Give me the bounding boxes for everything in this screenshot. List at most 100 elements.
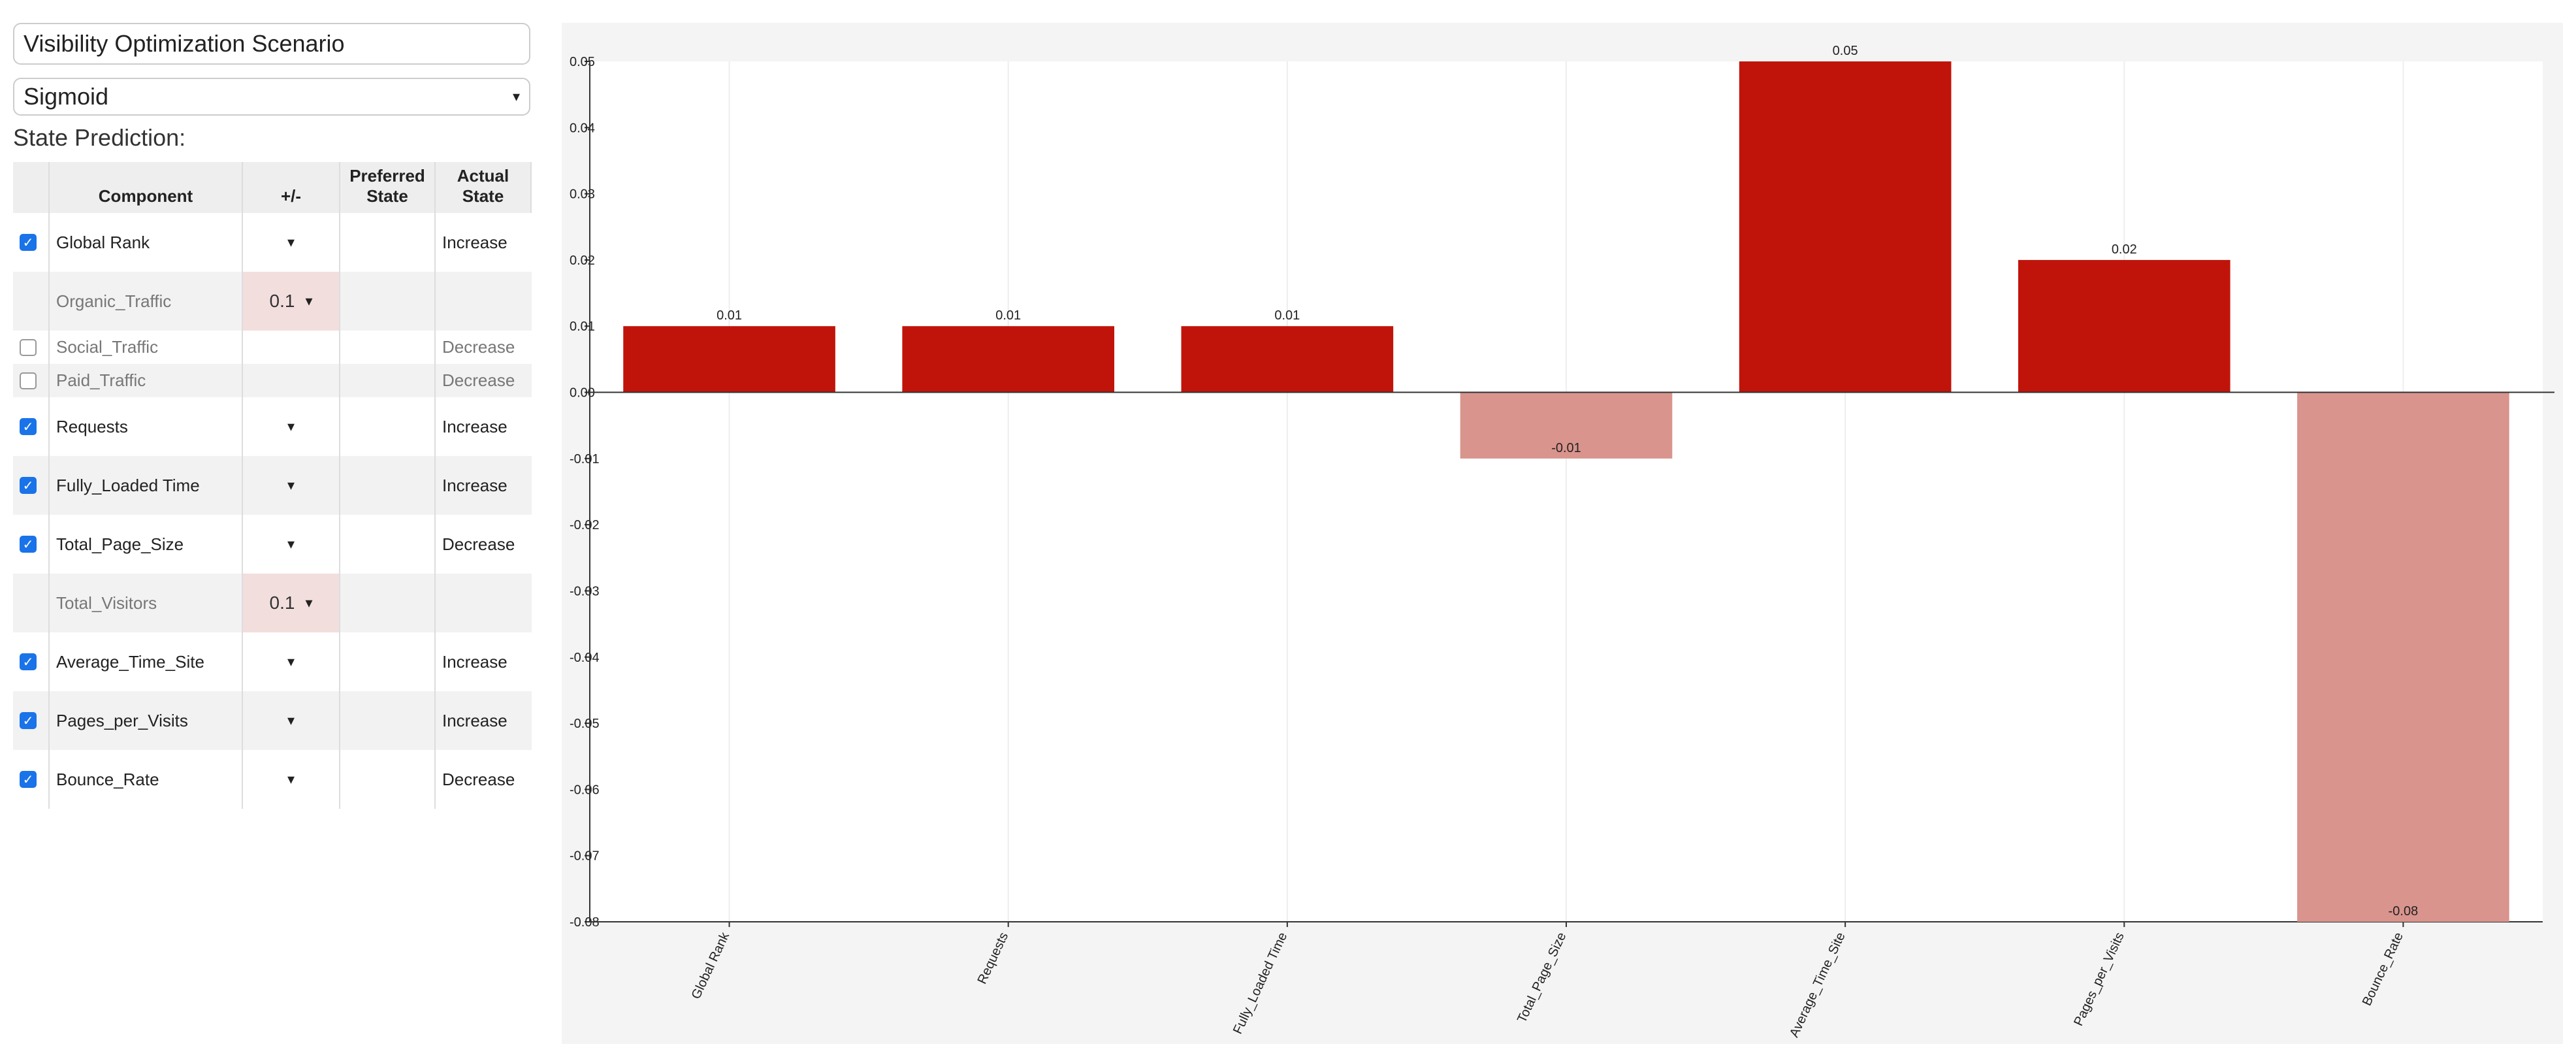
- component: Total_Page_Size: [50, 515, 243, 574]
- step-cell: ▾: [243, 750, 340, 809]
- x-tick-label: Requests: [975, 930, 1012, 986]
- data-label: -0.01: [1551, 441, 1581, 455]
- component: Paid_Traffic: [50, 364, 243, 397]
- y-tick-label: -0.06: [570, 783, 600, 797]
- bar: [623, 326, 835, 393]
- checkbox[interactable]: ✓: [20, 418, 37, 435]
- checkbox-cell: [13, 574, 50, 632]
- checkbox-cell: ✓: [13, 397, 50, 456]
- header-cell: Actual State: [436, 162, 532, 213]
- preferred-cell: [340, 331, 436, 364]
- checkbox-cell: [13, 272, 50, 331]
- step-cell: ▾: [243, 213, 340, 272]
- actual-state: Decrease: [436, 364, 532, 397]
- checkbox-cell: ✓: [13, 691, 50, 750]
- checkbox[interactable]: ✓: [20, 234, 37, 251]
- actual-state: Decrease: [436, 750, 532, 809]
- scenario-input[interactable]: Visibility Optimization Scenario: [13, 23, 530, 65]
- dropdown-arrow[interactable]: ▾: [287, 418, 295, 434]
- step-cell: 0.1 ▾: [243, 272, 340, 331]
- dropdown-arrow[interactable]: ▾: [287, 477, 295, 493]
- step-cell: ▾: [243, 691, 340, 750]
- step-value: 0.1: [269, 291, 295, 311]
- actual-state: Increase: [436, 213, 532, 272]
- y-tick-label: 0.00: [570, 386, 595, 400]
- actual-state: [436, 272, 532, 331]
- dropdown-arrow[interactable]: ▾: [287, 536, 295, 552]
- x-tick-label: Fully_Loaded Time: [1231, 930, 1290, 1036]
- y-tick-label: 0.01: [570, 319, 595, 334]
- dropdown-arrow[interactable]: ▾: [305, 293, 313, 309]
- bar: [2018, 259, 2230, 393]
- dropdown-arrow[interactable]: ▾: [287, 771, 295, 787]
- preferred-cell: [340, 574, 436, 632]
- checkbox[interactable]: [20, 372, 37, 389]
- y-tick-label: -0.02: [570, 518, 600, 532]
- x-tick-label: Global Rank: [689, 930, 733, 1002]
- checkbox-cell: ✓: [13, 213, 50, 272]
- actual-state: Decrease: [436, 331, 532, 364]
- preferred-cell: [340, 456, 436, 515]
- actual-state: Increase: [436, 632, 532, 691]
- checkbox[interactable]: [20, 338, 37, 356]
- checkbox[interactable]: ✓: [20, 477, 37, 494]
- dropdown-arrow[interactable]: ▾: [305, 595, 313, 611]
- checkbox-cell: ✓: [13, 750, 50, 809]
- actual-state: Increase: [436, 456, 532, 515]
- data-label: 0.05: [1833, 44, 1858, 58]
- dropdown-arrow[interactable]: ▾: [287, 712, 295, 728]
- data-label: 0.01: [995, 308, 1021, 323]
- checkbox[interactable]: ✓: [20, 771, 37, 788]
- y-tick-label: 0.02: [570, 253, 595, 268]
- y-tick-label: -0.03: [570, 584, 600, 598]
- x-tick-label: Average_Time_Site: [1787, 930, 1848, 1039]
- checkbox-cell: [13, 331, 50, 364]
- actual-state: Decrease: [436, 515, 532, 574]
- preferred-cell: [340, 750, 436, 809]
- checkbox-cell: ✓: [13, 456, 50, 515]
- chart: 0.05 0.04 0.03 0.02 0.01 0.00 -0.01 -0.02 -0.03 -…: [570, 44, 2554, 1039]
- function-select[interactable]: Sigmoid ▾: [13, 78, 530, 116]
- checkbox[interactable]: ✓: [20, 653, 37, 670]
- header-cell: Preferred State: [340, 162, 436, 213]
- actual-state: Increase: [436, 691, 532, 750]
- state-label: State Prediction:: [13, 124, 186, 151]
- checkbox-cell: [13, 364, 50, 397]
- component: Total_Visitors: [50, 574, 243, 632]
- data-label: 0.02: [2112, 242, 2137, 257]
- preferred-cell: [340, 632, 436, 691]
- checkbox[interactable]: ✓: [20, 536, 37, 553]
- step-cell: ▾: [243, 397, 340, 456]
- step-cell: ▾: [243, 456, 340, 515]
- component: Bounce_Rate: [50, 750, 243, 809]
- step-cell: ▾: [243, 632, 340, 691]
- x-tick-label: Pages_per_Visits: [2071, 930, 2127, 1028]
- bar: [1460, 392, 1673, 459]
- component: Social_Traffic: [50, 331, 243, 364]
- dropdown-arrow: ▾: [512, 88, 520, 105]
- header-cell: +/-: [243, 162, 340, 213]
- y-tick-label: -0.05: [570, 717, 600, 731]
- dropdown-arrow[interactable]: ▾: [287, 234, 295, 250]
- x-tick-label: Total_Page_Size: [1515, 930, 1569, 1025]
- dropdown-arrow[interactable]: ▾: [287, 653, 295, 670]
- y-tick-label: -0.01: [570, 452, 600, 466]
- component: Organic_Traffic: [50, 272, 243, 331]
- step-cell: ▾: [243, 515, 340, 574]
- y-tick-label: -0.08: [570, 915, 600, 930]
- bar: [1181, 326, 1394, 393]
- y-tick-label: -0.04: [570, 651, 600, 665]
- checkbox-cell: ✓: [13, 632, 50, 691]
- chart-panel: 0.05 0.04 0.03 0.02 0.01 0.00 -0.01 -0.02 -0.03 -…: [562, 23, 2563, 1044]
- component: Average_Time_Site: [50, 632, 243, 691]
- x-tick-label: Bounce_Rate: [2360, 930, 2406, 1008]
- header-cell: Component: [50, 162, 243, 213]
- component: Fully_Loaded Time: [50, 456, 243, 515]
- y-tick-label: 0.04: [570, 121, 595, 135]
- y-tick-label: -0.07: [570, 849, 600, 864]
- checkbox[interactable]: ✓: [20, 712, 37, 729]
- data-label: 0.01: [716, 308, 742, 323]
- bar: [902, 326, 1115, 393]
- actual-state: [436, 574, 532, 632]
